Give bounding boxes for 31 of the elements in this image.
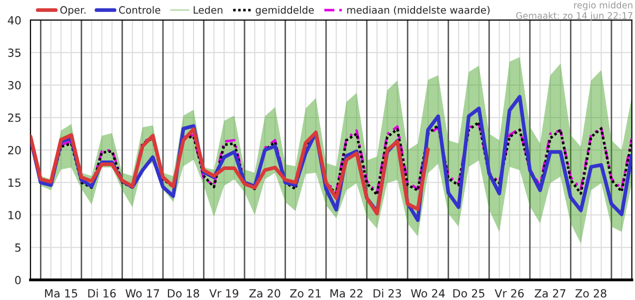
x-tick-label: Do 18 (168, 289, 200, 298)
x-tick-label: Za 20 (249, 289, 280, 298)
x-tick-label: Ma 15 (45, 289, 78, 298)
x-tick-label: Di 23 (374, 288, 401, 298)
line-series (30, 127, 430, 216)
y-tick-label: 0 (15, 276, 21, 284)
x-tick-label: Zo 21 (290, 289, 321, 298)
y-tick-label: 5 (15, 244, 20, 252)
annotation: Gemaakt: zo 14 jun 22:17 (516, 12, 632, 21)
legend-label: Leden (194, 6, 222, 14)
x-tick-label: Vr 19 (209, 289, 238, 298)
y-tick-label: 25 (8, 114, 20, 122)
y-tick-label: 20 (8, 146, 21, 154)
legend-label: Oper. (60, 6, 86, 16)
y-tick-label: 15 (8, 178, 20, 187)
x-tick-label: Zo 28 (576, 289, 606, 298)
x-tick-label: Wo 24 (410, 289, 445, 298)
y-tick-label: 10 (8, 210, 21, 220)
legend-label: mediaan (middelste waarde) (347, 6, 490, 15)
text: regio midden (574, 2, 632, 10)
y-tick-label: 40 (8, 16, 21, 24)
legend-label: Controle (119, 6, 160, 14)
x-tick-label: Ma 22 (330, 289, 362, 298)
legend-label: gemiddelde (256, 6, 314, 16)
x-tick-label: Za 27 (534, 289, 566, 298)
x-tick-label: Di 16 (88, 288, 116, 298)
x-tick-label: Do 25 (453, 289, 484, 298)
x-tick-label: Vr 26 (494, 289, 524, 298)
y-tick-label: 30 (8, 81, 21, 90)
y-tick-label: 35 (8, 48, 20, 57)
x-tick-label: Wo 17 (126, 289, 160, 298)
